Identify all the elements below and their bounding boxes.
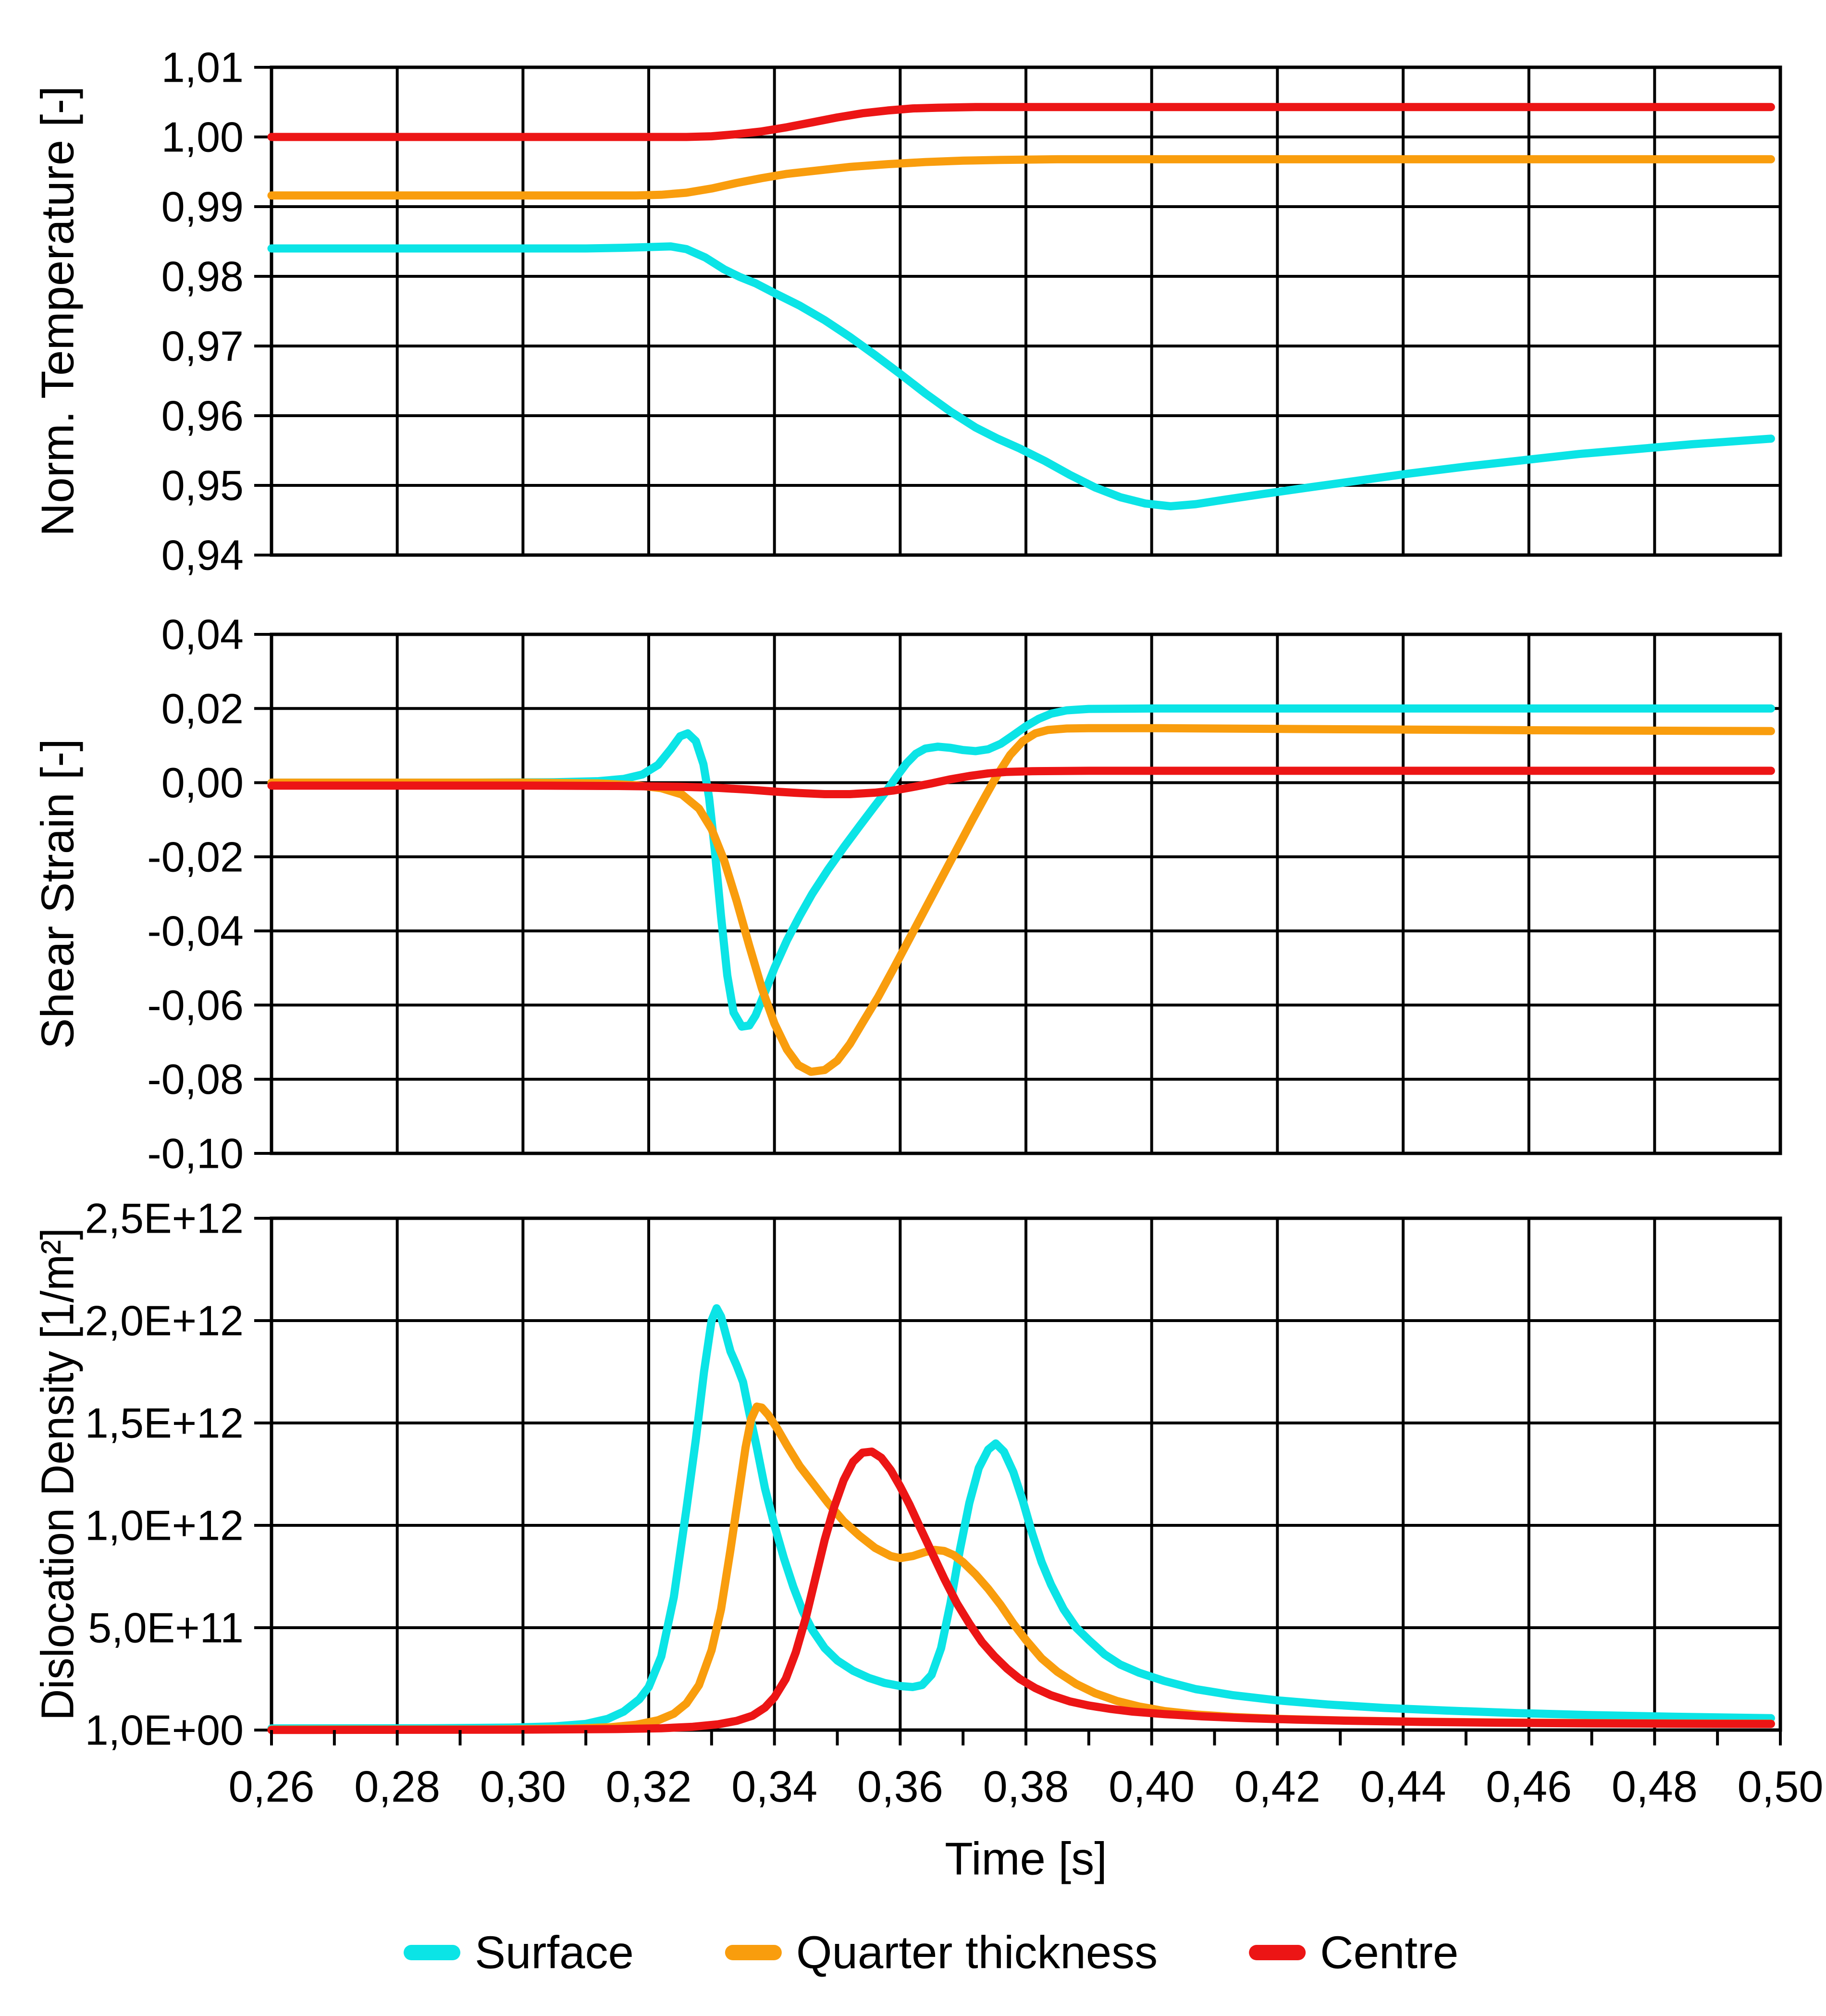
y-tick-label: -0,02 bbox=[147, 833, 244, 880]
y-tick-label: 2,0E+12 bbox=[85, 1297, 244, 1345]
y-tick-label: 1,0E+00 bbox=[85, 1707, 244, 1754]
series-line-quarter-thickness bbox=[267, 155, 1775, 200]
x-tick-label: 0,44 bbox=[1360, 1762, 1446, 1811]
y-tick-label: 0,97 bbox=[161, 322, 244, 370]
x-tick-label: 0,32 bbox=[605, 1762, 691, 1811]
legend-item-centre: Centre bbox=[1249, 1927, 1458, 1979]
series-line-centre bbox=[267, 103, 1775, 141]
x-tick-label: 0,50 bbox=[1737, 1762, 1823, 1811]
series-line-surface bbox=[267, 242, 1775, 510]
y-tick-label: 0,99 bbox=[161, 183, 244, 231]
x-tick-label: 0,36 bbox=[857, 1762, 943, 1811]
series-line-centre bbox=[267, 767, 1775, 798]
legend-item-quarter-thickness: Quarter thickness bbox=[725, 1927, 1158, 1979]
legend-swatch bbox=[404, 1945, 460, 1960]
y-tick-label: 1,00 bbox=[161, 113, 244, 161]
dislocation-density-chart: 2,5E+12 2,0E+12 1,5E+12 1,0E+12 5,0E+11 1,0E+… bbox=[32, 1195, 1782, 1754]
x-tick-label: 0,40 bbox=[1109, 1762, 1195, 1811]
y-tick-label: 0,04 bbox=[161, 611, 244, 658]
x-tick-label: 0,38 bbox=[983, 1762, 1069, 1811]
y-tick-label: 0,94 bbox=[161, 532, 244, 579]
plot-border bbox=[270, 65, 1782, 557]
y-tick-label: -0,06 bbox=[147, 981, 244, 1029]
series-line-quarter-thickness bbox=[267, 724, 1775, 1076]
y-tick-label: 1,0E+12 bbox=[85, 1502, 244, 1549]
x-tick-label: 0,48 bbox=[1612, 1762, 1698, 1811]
x-tick-label: 0,34 bbox=[731, 1762, 817, 1811]
y-tick-label: 2,5E+12 bbox=[85, 1195, 244, 1242]
y-tick-label: 0,02 bbox=[161, 685, 244, 732]
y-tick-label: 1,01 bbox=[161, 44, 244, 91]
y-tick-label: -0,04 bbox=[147, 907, 244, 955]
legend: Surface Quarter thickness Centre bbox=[404, 1927, 1458, 1979]
plot-border bbox=[270, 632, 1782, 1155]
y-tick-label: -0,10 bbox=[147, 1130, 244, 1177]
series-line-centre bbox=[267, 1447, 1775, 1734]
y-tick-label: 5,0E+11 bbox=[88, 1604, 244, 1652]
legend-swatch bbox=[1249, 1945, 1306, 1960]
x-axis-title: Time [s] bbox=[945, 1833, 1107, 1885]
series-line-surface bbox=[267, 1304, 1775, 1733]
y-tick-label: 1,5E+12 bbox=[85, 1399, 244, 1447]
y-tick-label: 0,96 bbox=[161, 392, 244, 440]
legend-swatch bbox=[725, 1945, 782, 1960]
y-axis-title: Dislocation Density [1/m²] bbox=[32, 1228, 84, 1720]
y-axis-title: Shear Strain [-] bbox=[32, 739, 84, 1049]
x-tick-label: 0,42 bbox=[1234, 1762, 1320, 1811]
y-tick-label: 0,00 bbox=[161, 759, 244, 806]
legend-item-surface: Surface bbox=[404, 1927, 634, 1979]
legend-label: Quarter thickness bbox=[796, 1927, 1158, 1979]
temperature-chart: 1,01 1,00 0,99 0,98 0,97 0,96 0,95 0,94 Norm. Te… bbox=[32, 44, 1782, 579]
x-tick-label: 0,30 bbox=[480, 1762, 566, 1811]
x-tick-label: 0,28 bbox=[354, 1762, 440, 1811]
shear-strain-chart: 0,04 0,02 0,00 -0,02 -0,04 -0,06 -0,08 -0,10 She… bbox=[32, 611, 1782, 1177]
y-tick-label: 0,95 bbox=[161, 462, 244, 509]
y-tick-label: -0,08 bbox=[147, 1055, 244, 1103]
x-tick-label: 0,46 bbox=[1486, 1762, 1572, 1811]
series-line-surface bbox=[267, 704, 1775, 1031]
legend-label: Centre bbox=[1320, 1927, 1458, 1979]
y-tick-label: 0,98 bbox=[161, 253, 244, 300]
legend-label: Surface bbox=[475, 1927, 634, 1979]
x-axis: 0,26 0,28 0,30 0,32 0,34 0,36 0,38 0,40 0,42 0,44… bbox=[228, 1730, 1824, 1885]
y-axis-title: Norm. Temperature [-] bbox=[32, 86, 84, 536]
x-tick-label: 0,26 bbox=[228, 1762, 314, 1811]
